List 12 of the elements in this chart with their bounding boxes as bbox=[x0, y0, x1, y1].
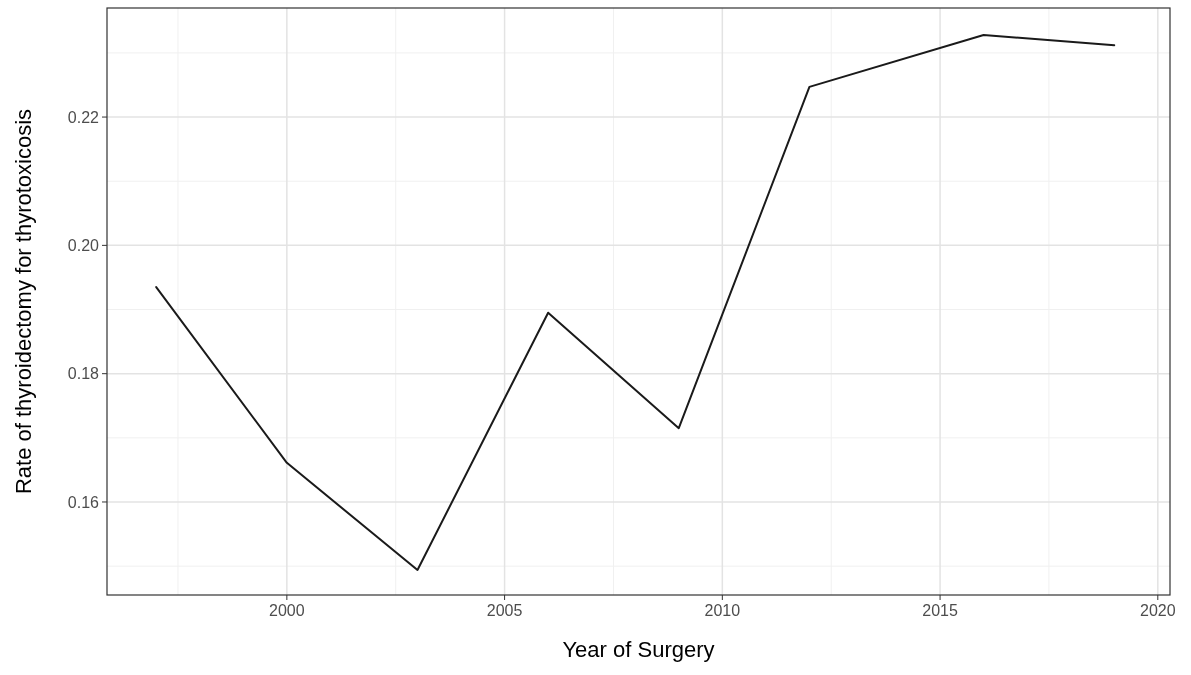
line-series bbox=[155, 33, 1116, 571]
y-tick-label: 0.16 bbox=[67, 493, 100, 511]
x-tick-label: 2000 bbox=[269, 602, 305, 619]
y-tick-label: 0.22 bbox=[67, 108, 100, 126]
x-tick-label: 2005 bbox=[486, 602, 523, 619]
x-tick-label: 2020 bbox=[1140, 602, 1176, 619]
y-tick-label: 0.20 bbox=[67, 236, 100, 254]
x-axis-title: Year of Surgery bbox=[562, 637, 715, 662]
y-tick-label: 0.18 bbox=[67, 365, 100, 383]
x-tick-label: 2010 bbox=[704, 602, 741, 619]
y-axis-title: Rate of thyroidectomy for thyrotoxicosis bbox=[11, 108, 36, 495]
x-tick-label: 2015 bbox=[922, 602, 958, 619]
